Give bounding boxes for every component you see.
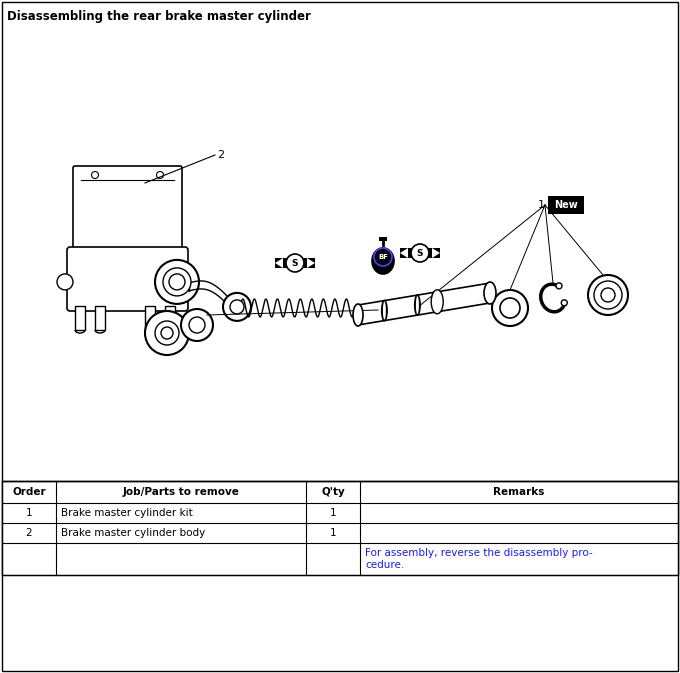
Circle shape: [500, 298, 520, 318]
Circle shape: [588, 275, 628, 315]
Bar: [95, 306, 105, 330]
Bar: [145, 306, 155, 330]
Circle shape: [374, 248, 392, 266]
Ellipse shape: [414, 294, 421, 316]
Ellipse shape: [381, 299, 388, 322]
Circle shape: [189, 317, 205, 333]
Circle shape: [411, 244, 429, 262]
Text: BF: BF: [378, 254, 388, 260]
Circle shape: [594, 281, 622, 309]
Circle shape: [156, 172, 163, 178]
FancyBboxPatch shape: [67, 247, 188, 311]
Bar: [379, 237, 387, 241]
Bar: [275, 258, 315, 268]
Circle shape: [92, 172, 99, 178]
Text: For assembly, reverse the disassembly pro-
cedure.: For assembly, reverse the disassembly pr…: [365, 548, 593, 570]
Circle shape: [556, 283, 562, 289]
Text: New: New: [554, 200, 578, 210]
Text: 1: 1: [538, 200, 545, 210]
Polygon shape: [400, 248, 408, 258]
Polygon shape: [432, 248, 440, 258]
Circle shape: [57, 274, 73, 290]
Ellipse shape: [416, 296, 419, 314]
Circle shape: [561, 299, 567, 306]
Text: 1: 1: [26, 508, 33, 518]
Bar: [400, 248, 440, 258]
Text: Brake master cylinder kit: Brake master cylinder kit: [61, 508, 193, 518]
Circle shape: [163, 268, 191, 296]
Polygon shape: [275, 258, 283, 268]
Circle shape: [181, 309, 213, 341]
Polygon shape: [372, 248, 394, 274]
Text: Job/Parts to remove: Job/Parts to remove: [122, 487, 239, 497]
Ellipse shape: [484, 282, 496, 304]
Bar: [165, 306, 175, 330]
Text: S: S: [292, 258, 299, 267]
Polygon shape: [307, 258, 315, 268]
Circle shape: [601, 288, 615, 302]
Text: Brake master cylinder body: Brake master cylinder body: [61, 528, 205, 538]
Circle shape: [230, 300, 244, 314]
Bar: [75, 306, 85, 330]
Text: Remarks: Remarks: [494, 487, 545, 497]
Text: Order: Order: [12, 487, 46, 497]
Circle shape: [161, 327, 173, 339]
Ellipse shape: [353, 304, 363, 326]
Bar: [2, 481, 678, 575]
Circle shape: [492, 290, 528, 326]
Circle shape: [145, 311, 189, 355]
Text: S: S: [417, 248, 423, 258]
Text: Q'ty: Q'ty: [322, 487, 345, 497]
FancyBboxPatch shape: [73, 166, 182, 255]
Text: 1: 1: [330, 528, 337, 538]
Text: 1: 1: [330, 508, 337, 518]
Ellipse shape: [431, 290, 443, 314]
Ellipse shape: [383, 302, 386, 320]
Bar: [548, 196, 584, 214]
Text: Disassembling the rear brake master cylinder: Disassembling the rear brake master cyli…: [7, 10, 311, 23]
Circle shape: [155, 260, 199, 304]
Text: 2: 2: [26, 528, 33, 538]
Circle shape: [223, 293, 251, 321]
Circle shape: [155, 321, 179, 345]
Circle shape: [169, 274, 185, 290]
Circle shape: [286, 254, 304, 272]
Text: 2: 2: [217, 150, 224, 160]
